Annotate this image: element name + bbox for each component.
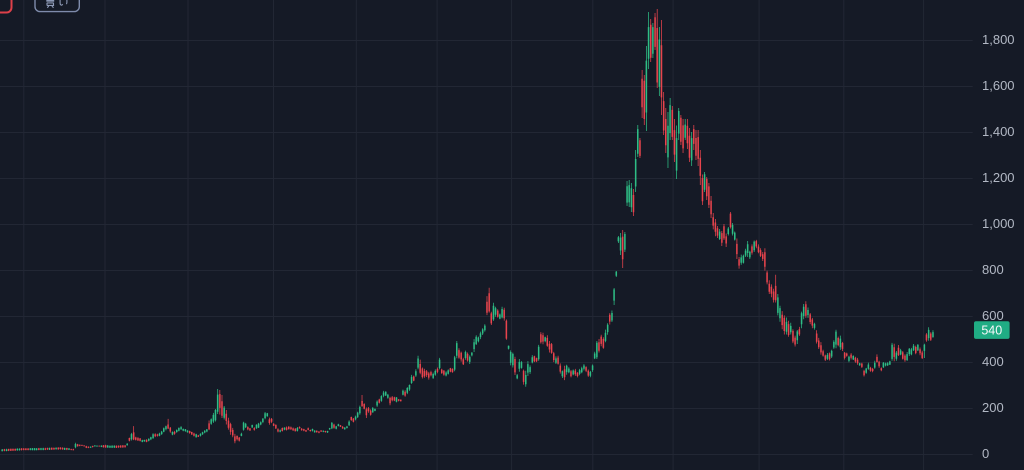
svg-text:400: 400 — [982, 354, 1004, 369]
svg-text:600: 600 — [982, 308, 1004, 323]
svg-text:800: 800 — [982, 262, 1004, 277]
svg-text:0: 0 — [982, 446, 989, 461]
svg-text:1,000: 1,000 — [982, 216, 1015, 231]
svg-text:1,800: 1,800 — [982, 32, 1015, 47]
svg-text:200: 200 — [982, 400, 1004, 415]
svg-text:1,400: 1,400 — [982, 124, 1015, 139]
svg-text:1,200: 1,200 — [982, 170, 1015, 185]
svg-text:540: 540 — [981, 323, 1002, 337]
svg-text:1,600: 1,600 — [982, 78, 1015, 93]
